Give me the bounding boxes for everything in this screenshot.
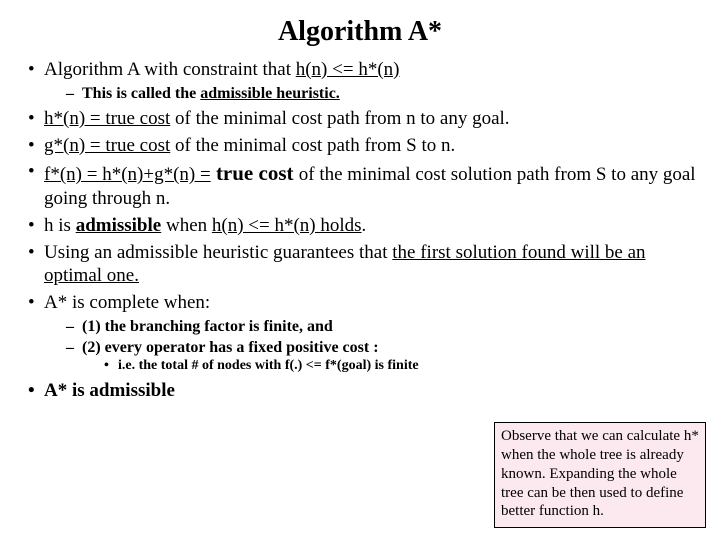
text: when: [161, 215, 212, 236]
subsublist: i.e. the total # of nodes with f(.) <= f…: [104, 358, 696, 375]
sublist: This is called the admissible heuristic.: [64, 84, 696, 103]
bullet-4: f*(n) = h*(n)+g*(n) = true cost of the m…: [24, 160, 696, 211]
text-underline-bold: admissible: [76, 215, 162, 236]
text-underline: h*(n) = true cost: [44, 108, 170, 129]
text: h is: [44, 215, 76, 236]
bullet-7: A* is complete when: (1) the branching f…: [24, 291, 696, 375]
text: Using an admissible heuristic guarantees…: [44, 242, 392, 263]
callout-text: Observe that we can calculate h* when th…: [501, 428, 699, 519]
text-underline: f*(n) = h*(n)+g*(n) =: [44, 164, 211, 185]
bullet-3: g*(n) = true cost of the minimal cost pa…: [24, 134, 696, 158]
text-underline: g*(n) = true cost: [44, 135, 170, 156]
text-bold: A* is admissible: [44, 380, 175, 401]
text: .: [362, 215, 367, 236]
bullet-list: Algorithm A with constraint that h(n) <=…: [24, 58, 696, 403]
sub-bullet: (2) every operator has a fixed positive …: [64, 338, 696, 375]
bullet-5: h is admissible when h(n) <= h*(n) holds…: [24, 214, 696, 238]
bullet-8: A* is admissible: [24, 379, 696, 403]
text: This is called the: [82, 85, 200, 102]
text-underline: h(n) <= h*(n): [296, 59, 400, 80]
text: of the minimal cost path from n to any g…: [170, 108, 509, 129]
text: i.e. the total # of nodes with f(.) <= f…: [118, 358, 419, 373]
sub-bullet: This is called the admissible heuristic.: [64, 84, 696, 103]
subsub-bullet: i.e. the total # of nodes with f(.) <= f…: [104, 358, 696, 375]
sub-bullet: (1) the branching factor is finite, and: [64, 317, 696, 336]
text: A* is complete when:: [44, 292, 210, 313]
slide: Algorithm A* Algorithm A with constraint…: [0, 0, 720, 540]
bullet-1: Algorithm A with constraint that h(n) <=…: [24, 58, 696, 103]
text: Algorithm A with constraint that: [44, 59, 296, 80]
slide-title: Algorithm A*: [24, 16, 696, 48]
text-bold-large: true cost: [211, 161, 299, 185]
callout-box: Observe that we can calculate h* when th…: [494, 422, 706, 528]
text: (2) every operator has a fixed positive …: [82, 339, 379, 356]
bullet-6: Using an admissible heuristic guarantees…: [24, 241, 696, 289]
bullet-2: h*(n) = true cost of the minimal cost pa…: [24, 107, 696, 131]
text: of the minimal cost path from S to n.: [170, 135, 455, 156]
text-underline: admissible heuristic.: [200, 85, 340, 102]
text-underline: h(n) <= h*(n) holds: [212, 215, 362, 236]
sublist: (1) the branching factor is finite, and …: [64, 317, 696, 375]
text: (1) the branching factor is finite, and: [82, 318, 333, 335]
